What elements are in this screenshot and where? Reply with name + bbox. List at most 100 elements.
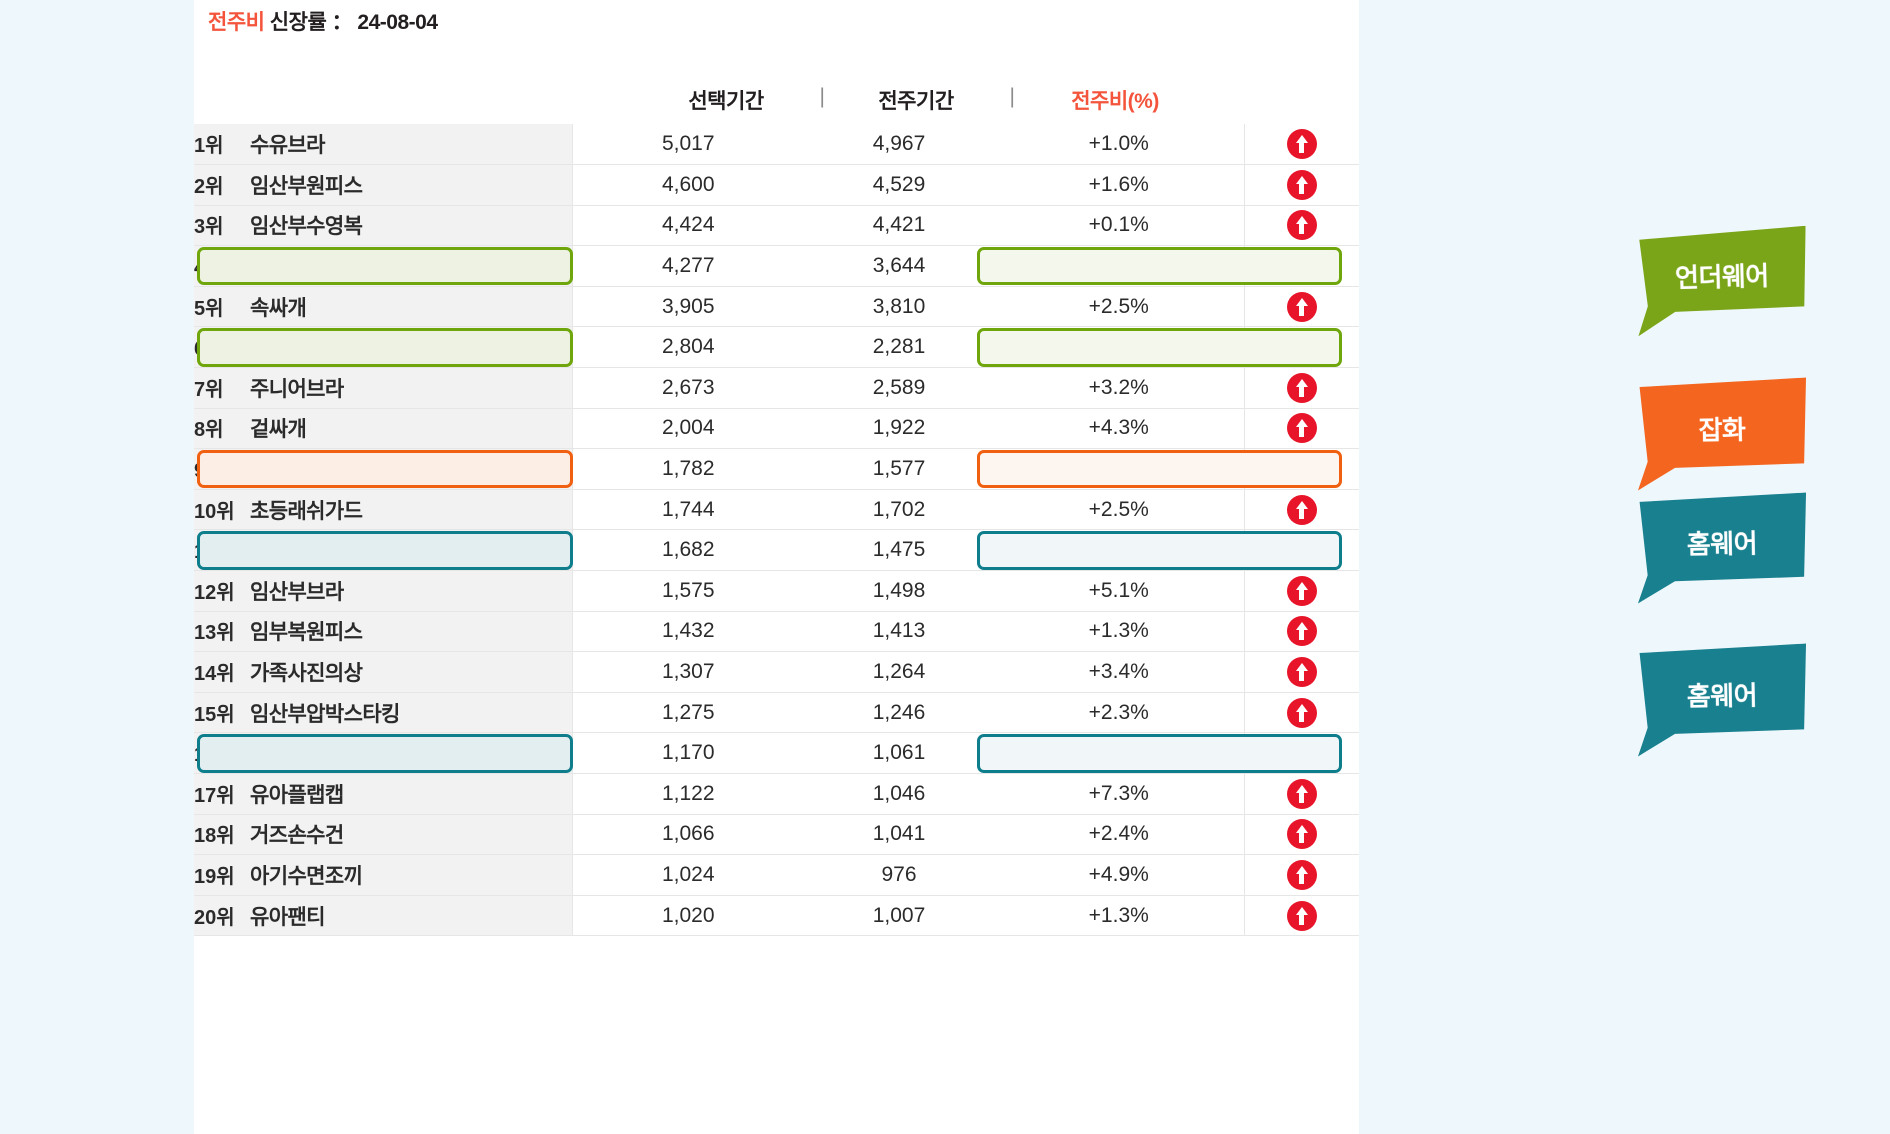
table-row[interactable]: 13위 임부복원피스 1,432 1,413 +1.3% (194, 611, 1359, 653)
row-name-cell[interactable]: 14위 가족사진의상 (194, 651, 572, 693)
table-row[interactable]: 10위 초등래쉬가드 1,744 1,702 +2.5% (194, 489, 1359, 531)
row-rank: 12위 (194, 581, 235, 604)
row-name-cell[interactable]: 3위 임산부수영복 (194, 205, 572, 247)
row-previous-period-value: 3,644 (804, 245, 994, 287)
table-row[interactable]: 6위 여아팬티 2,804 2,281 +22.9% (194, 326, 1359, 369)
column-divider-2: | (1009, 85, 1015, 108)
row-product-name: 수유브라 (250, 134, 325, 158)
row-previous-period-value: 976 (804, 854, 994, 896)
row-change-pct-value: +17.4% (994, 245, 1244, 287)
table-row[interactable]: 9위 산후복대 1,782 1,577 +13.0% (194, 448, 1359, 490)
row-trend-cell (1243, 692, 1359, 734)
row-trend-cell (1243, 326, 1359, 369)
callout-label: 잡화 (1698, 414, 1746, 445)
table-row[interactable]: 15위 임산부압박스타킹 1,275 1,246 +2.3% (194, 692, 1359, 734)
row-previous-period-value: 1,246 (804, 692, 994, 734)
page-title-main: 신장률 ： 24-08-04 (264, 11, 438, 34)
up-arrow-icon (1286, 372, 1317, 403)
row-name-cell[interactable]: 17위 유아플랩캡 (194, 773, 572, 815)
row-previous-period-value: 1,475 (804, 529, 994, 572)
row-rank: 15위 (194, 703, 235, 726)
row-selected-period-value: 1,782 (571, 448, 804, 490)
up-arrow-icon (1286, 575, 1317, 606)
row-trend-cell (1243, 408, 1359, 450)
row-trend-cell (1243, 164, 1359, 206)
callout-label: 언더웨어 (1674, 260, 1770, 293)
row-trend-cell (1243, 367, 1359, 409)
row-name-cell[interactable]: 20위 유아팬티 (194, 895, 572, 937)
table-row[interactable]: 19위 아기수면조끼 1,024 976 +4.9% (194, 854, 1359, 896)
table-row[interactable]: 7위 주니어브라 2,673 2,589 +3.2% (194, 367, 1359, 409)
row-rank: 17위 (194, 784, 235, 807)
row-trend-cell (1243, 611, 1359, 653)
row-trend-cell (1243, 651, 1359, 693)
up-arrow-icon (1286, 778, 1317, 809)
row-product-name: 임산부브라 (250, 580, 344, 604)
row-previous-period-value: 1,007 (804, 895, 994, 937)
table-row[interactable]: 4위 남아팬티 4,277 3,644 +17.4% (194, 245, 1359, 287)
row-product-name: 가족사진의상 (250, 662, 363, 686)
row-trend-cell (1243, 124, 1359, 166)
table-row[interactable]: 5위 속싸개 3,905 3,810 +2.5% (194, 286, 1359, 328)
row-name-cell[interactable]: 8위 겉싸개 (194, 408, 572, 450)
row-change-pct-value: +2.4% (994, 814, 1244, 856)
row-change-pct-value: +2.3% (994, 692, 1244, 734)
row-name-cell[interactable]: 7위 주니어브라 (194, 367, 572, 409)
row-product-name: 유아플랩캡 (250, 783, 344, 807)
row-change-pct-value: +2.5% (994, 489, 1244, 531)
row-trend-cell (1243, 854, 1359, 896)
row-name-cell[interactable]: 5위 속싸개 (194, 286, 572, 328)
table-row[interactable]: 1위 수유브라 5,017 4,967 +1.0% (194, 124, 1359, 166)
column-header-previous-period: 전주기간 (878, 90, 954, 113)
up-arrow-icon (1286, 169, 1317, 200)
callout-accessories: 잡화 (1636, 378, 1808, 491)
up-arrow-icon (1286, 616, 1317, 647)
row-name-cell[interactable]: 13위 임부복원피스 (194, 611, 572, 653)
row-name-cell[interactable]: 15위 임산부압박스타킹 (194, 692, 572, 734)
row-trend-cell (1243, 732, 1359, 774)
row-selected-period-value: 1,170 (571, 732, 804, 774)
row-selected-period-value: 3,905 (571, 286, 804, 328)
table-row[interactable]: 2위 임산부원피스 4,600 4,529 +1.6% (194, 164, 1359, 206)
row-selected-period-value: 4,424 (571, 205, 804, 247)
table-row[interactable]: 18위 거즈손수건 1,066 1,041 +2.4% (194, 814, 1359, 856)
row-rank: 7위 (194, 378, 224, 401)
row-previous-period-value: 2,281 (804, 326, 994, 369)
row-name-cell[interactable]: 18위 거즈손수건 (194, 814, 572, 856)
row-selected-period-value: 1,575 (571, 570, 804, 612)
row-selected-period-value: 2,004 (571, 408, 804, 450)
table-row[interactable]: 3위 임산부수영복 4,424 4,421 +0.1% (194, 205, 1359, 247)
table-row[interactable]: 20위 유아팬티 1,020 1,007 +1.3% (194, 895, 1359, 937)
row-rank: 11위 (194, 541, 234, 564)
callout-label: 홈웨어 (1686, 527, 1758, 560)
row-name-cell[interactable]: 19위 아기수면조끼 (194, 854, 572, 896)
table-row[interactable]: 17위 유아플랩캡 1,122 1,046 +7.3% (194, 773, 1359, 815)
up-arrow-icon (1286, 413, 1317, 444)
table-row[interactable]: 14위 가족사진의상 1,307 1,264 +3.4% (194, 651, 1359, 693)
row-name-cell[interactable]: 9위 산후복대 (194, 448, 572, 490)
row-selected-period-value: 5,017 (571, 124, 804, 166)
row-change-pct-value: +1.3% (994, 611, 1244, 653)
row-product-name: 산후복대 (250, 459, 325, 483)
up-arrow-icon (1286, 819, 1317, 850)
row-name-cell[interactable]: 16위 수면조끼 (194, 732, 572, 774)
row-name-cell[interactable]: 10위 초등래쉬가드 (194, 489, 572, 531)
row-name-cell[interactable]: 6위 여아팬티 (194, 326, 572, 369)
row-previous-period-value: 1,577 (804, 448, 994, 490)
row-name-cell[interactable]: 2위 임산부원피스 (194, 164, 572, 206)
table-row[interactable]: 8위 겉싸개 2,004 1,922 +4.3% (194, 408, 1359, 450)
row-rank: 13위 (194, 622, 235, 645)
row-change-pct-value: +1.3% (994, 895, 1244, 937)
row-name-cell[interactable]: 1위 수유브라 (194, 124, 572, 166)
table-row[interactable]: 12위 임산부브라 1,575 1,498 +5.1% (194, 570, 1359, 612)
row-trend-cell (1243, 814, 1359, 856)
callout-homewear-1: 홈웨어 (1636, 493, 1808, 604)
table-row[interactable]: 11위 아기내복 1,682 1,475 +14.0% (194, 529, 1359, 572)
table-row[interactable]: 16위 수면조끼 1,170 1,061 +10.3% (194, 732, 1359, 774)
row-name-cell[interactable]: 12위 임산부브라 (194, 570, 572, 612)
row-rank: 14위 (194, 663, 235, 686)
row-trend-cell (1243, 448, 1359, 490)
row-name-cell[interactable]: 4위 남아팬티 (194, 245, 572, 287)
row-name-cell[interactable]: 11위 아기내복 (194, 529, 572, 572)
row-rank: 9위 (194, 460, 224, 483)
